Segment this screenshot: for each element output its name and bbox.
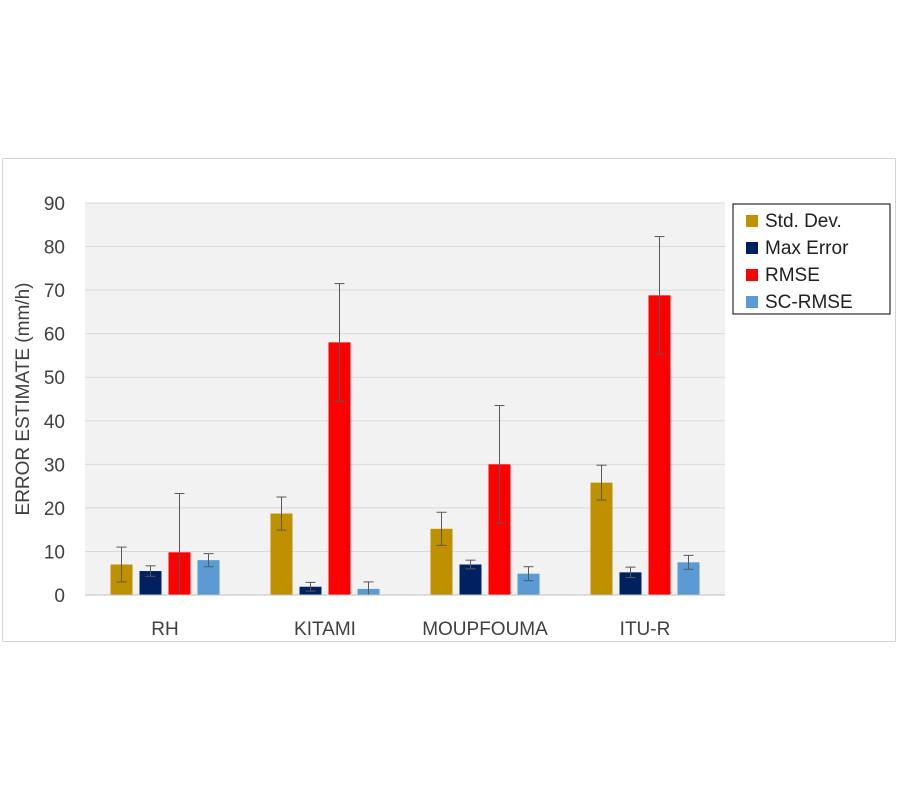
legend-box <box>732 203 891 315</box>
x-tick-label: RH <box>151 619 178 640</box>
error-bar <box>683 554 694 570</box>
bar-rmse-itu-r <box>648 295 671 595</box>
bar-sc-rmse-itu-r <box>677 562 700 595</box>
bar-sc-rmse-moupfouma <box>517 573 540 595</box>
y-tick-label: 30 <box>44 455 65 476</box>
x-tick-label: KITAMI <box>294 619 356 640</box>
error-bar <box>596 464 607 501</box>
error-bar <box>145 565 156 577</box>
error-bar <box>276 496 287 531</box>
legend: Std. Dev. Max Error RMSE SC-RMSE <box>732 203 891 315</box>
legend-swatch <box>746 269 758 281</box>
error-bar <box>203 553 214 568</box>
bar-chart: 0 10 20 30 40 50 60 70 80 90 RH KITAMI MOUPFOUMA ITU… <box>13 194 891 640</box>
error-bar <box>305 581 316 592</box>
legend-swatch <box>746 296 758 308</box>
y-tick-label: 0 <box>54 586 65 607</box>
y-tick-label: 40 <box>44 412 65 433</box>
bar-max-error-moupfouma <box>459 564 482 595</box>
legend-label: RMSE <box>765 265 820 286</box>
y-tick-label: 10 <box>44 542 65 563</box>
chart-frame: 0 10 20 30 40 50 60 70 80 90 RH KITAMI MOUPFOUMA ITU… <box>2 158 896 642</box>
error-bar <box>654 236 665 355</box>
x-axis-ticks: RH KITAMI MOUPFOUMA ITU-R <box>151 619 670 640</box>
error-bar <box>436 511 447 546</box>
y-tick-label: 60 <box>44 325 65 346</box>
legend-label: Max Error <box>765 238 849 259</box>
error-bar <box>625 566 636 579</box>
legend-swatch <box>746 215 758 227</box>
y-tick-label: 80 <box>44 238 65 259</box>
bar-std-dev-itu-r <box>590 482 613 595</box>
error-bar <box>334 283 345 402</box>
y-tick-label: 50 <box>44 368 65 389</box>
legend-swatch <box>746 242 758 254</box>
bar-std-dev-moupfouma <box>430 528 453 595</box>
x-tick-label: ITU-R <box>620 619 671 640</box>
bar-rmse-moupfouma <box>488 464 511 595</box>
error-bar <box>116 546 127 583</box>
error-bar <box>465 559 476 570</box>
x-tick-label: MOUPFOUMA <box>422 619 548 640</box>
bar-sc-rmse-rh <box>197 560 220 595</box>
bar-std-dev-kitami <box>270 513 293 595</box>
y-axis-title: ERROR ESTIMATE (mm/h) <box>13 283 34 516</box>
error-bar <box>523 566 534 582</box>
error-bar <box>494 405 505 524</box>
y-axis-ticks: 0 10 20 30 40 50 60 70 80 90 <box>44 194 65 607</box>
legend-label: SC-RMSE <box>765 292 853 313</box>
bar-max-error-itu-r <box>619 572 642 595</box>
y-tick-label: 90 <box>44 194 65 215</box>
y-tick-label: 20 <box>44 499 65 520</box>
gridlines <box>85 202 725 552</box>
error-bars <box>116 236 694 596</box>
bar-max-error-rh <box>139 571 162 595</box>
bar-rmse-kitami <box>328 342 351 595</box>
plot-area <box>85 203 725 595</box>
y-tick-label: 70 <box>44 281 65 302</box>
legend-label: Std. Dev. <box>765 211 842 232</box>
